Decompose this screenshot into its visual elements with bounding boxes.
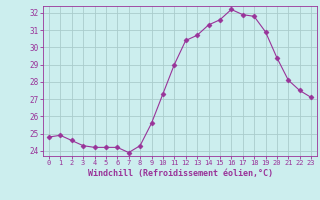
X-axis label: Windchill (Refroidissement éolien,°C): Windchill (Refroidissement éolien,°C) — [87, 169, 273, 178]
